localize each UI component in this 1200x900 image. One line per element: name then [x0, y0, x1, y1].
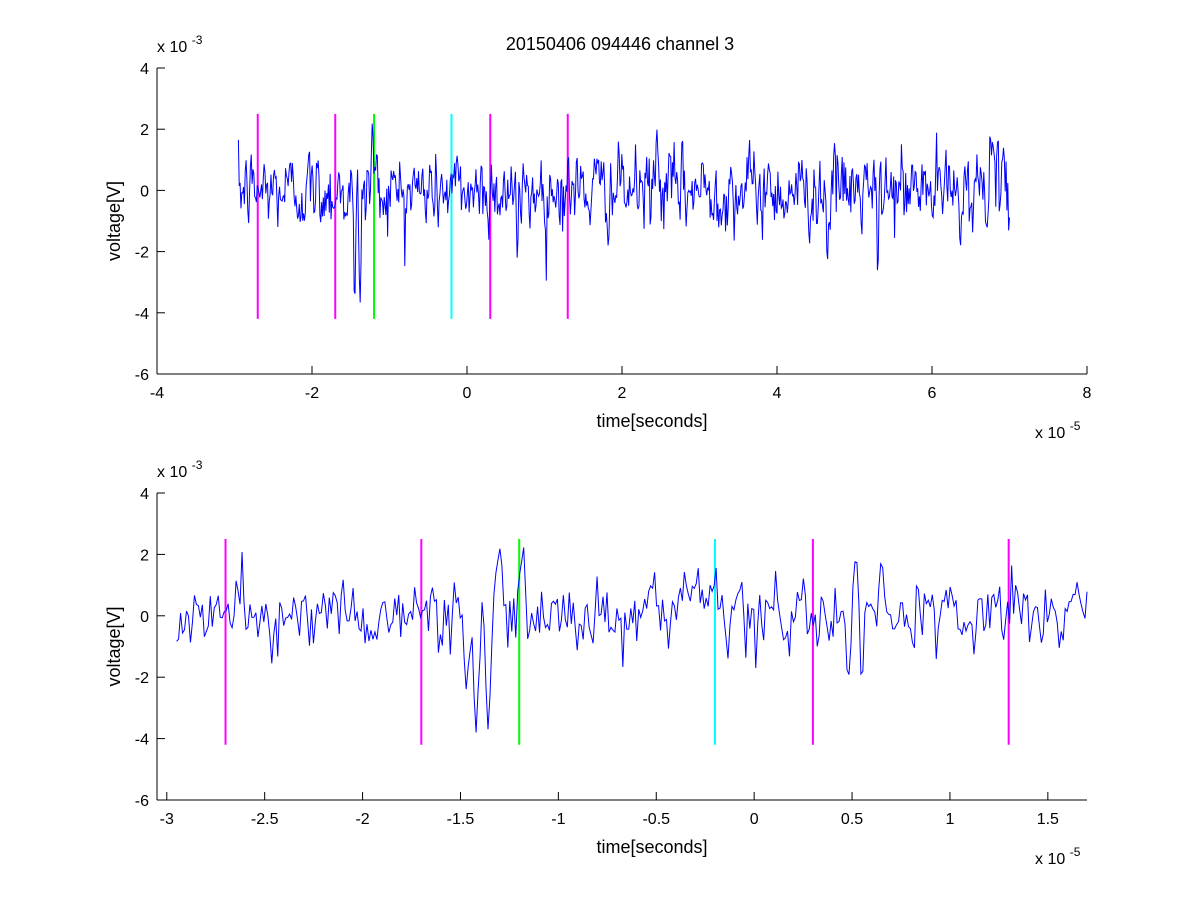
top-plot-x-tick-label: 0: [463, 385, 472, 402]
bottom-plot-x-exponent-base: x 10: [1035, 851, 1065, 868]
bottom-plot-x-exponent-power: -5: [1070, 845, 1081, 859]
bottom-plot-x-tick-label: 0.5: [841, 811, 863, 828]
top-plot-axes: [156, 68, 1087, 375]
bottom-plot-axes: [156, 493, 1087, 801]
top-plot-x-exponent-power: -5: [1070, 419, 1081, 433]
top-plot-x-tick-label: 4: [773, 385, 782, 402]
bottom-plot-y-exponent: x 10 -3: [157, 458, 203, 481]
bottom-plot-y-tick-label: 4: [140, 486, 149, 503]
top-plot-y-tick-label: 2: [140, 122, 149, 139]
top-plot-x-tick-label: 6: [928, 385, 937, 402]
bottom-plot-x-tick-label: -0.5: [642, 811, 670, 828]
top-plot-y-axis-label: voltage[V]: [104, 181, 124, 261]
top-plot-y-exponent: x 10 -3: [157, 33, 203, 56]
top-plot-y-tick-label: 0: [140, 183, 149, 200]
bottom-plot-x-tick-label: -2.5: [251, 811, 279, 828]
bottom-plot-x-tick-label: 1: [945, 811, 954, 828]
top-plot-y-exponent-power: -3: [192, 33, 203, 47]
bottom-plot-markers: [224, 539, 1010, 745]
bottom-plot-signal-line: [176, 547, 1088, 733]
top-plot-x-tick-label: 8: [1083, 385, 1092, 402]
bottom-plot-y-tick-label: 2: [140, 547, 149, 564]
top-plot-signal-line: [237, 123, 1010, 303]
top-plot-y-tick-label: -2: [135, 245, 149, 262]
top-plot-y-tick-label: -6: [135, 367, 149, 384]
top-plot-x-exponent-base: x 10: [1035, 425, 1065, 442]
top-plot-x-tick-labels: -4 -2 0 2 4 6 8: [150, 366, 1092, 402]
bottom-plot-y-tick-label: -2: [135, 670, 149, 687]
top-plot-y-tick-label: -4: [135, 306, 149, 323]
figure-title: 20150406 094446 channel 3: [506, 34, 734, 54]
bottom-plot-x-tick-labels: -3 -2.5 -2 -1.5 -1 -0.5 0 0.5 1 1.5: [160, 792, 1059, 828]
top-plot-y-exponent-base: x 10: [157, 39, 187, 56]
bottom-plot-x-tick-label: -1.5: [447, 811, 475, 828]
bottom-plot-y-exponent-base: x 10: [157, 464, 187, 481]
top-plot-x-exponent: x 10 -5: [1035, 419, 1081, 442]
top-plot-x-axis-label: time[seconds]: [596, 411, 707, 431]
bottom-plot-x-exponent: x 10 -5: [1035, 845, 1081, 868]
bottom-plot-x-tick-label: 1.5: [1037, 811, 1059, 828]
bottom-plot-x-tick-label: -1: [551, 811, 565, 828]
top-plot-x-tick-label: -4: [150, 385, 164, 402]
bottom-plot: -3 -2.5 -2 -1.5 -1 -0.5 0 0.5 1 1.5 -6 -4 -2 0 2 4 tim…: [104, 458, 1088, 868]
top-plot-y-tick-label: 4: [140, 61, 149, 78]
bottom-plot-x-axis-label: time[seconds]: [596, 837, 707, 857]
bottom-plot-x-tick-label: 0: [750, 811, 759, 828]
top-plot-x-tick-label: -2: [305, 385, 319, 402]
bottom-plot-y-tick-label: -6: [135, 793, 149, 810]
top-plot-x-tick-label: 2: [618, 385, 627, 402]
bottom-plot-y-axis-label: voltage[V]: [104, 606, 124, 686]
bottom-plot-y-tick-label: 0: [140, 609, 149, 626]
top-plot-y-tick-labels: -6 -4 -2 0 2 4: [135, 61, 165, 384]
bottom-plot-y-tick-label: -4: [135, 732, 149, 749]
bottom-plot-y-exponent-power: -3: [192, 458, 203, 472]
bottom-plot-y-tick-labels: -6 -4 -2 0 2 4: [135, 486, 165, 810]
top-plot-markers: [256, 113, 569, 319]
bottom-plot-x-tick-label: -2: [355, 811, 369, 828]
bottom-plot-x-tick-label: -3: [160, 811, 174, 828]
